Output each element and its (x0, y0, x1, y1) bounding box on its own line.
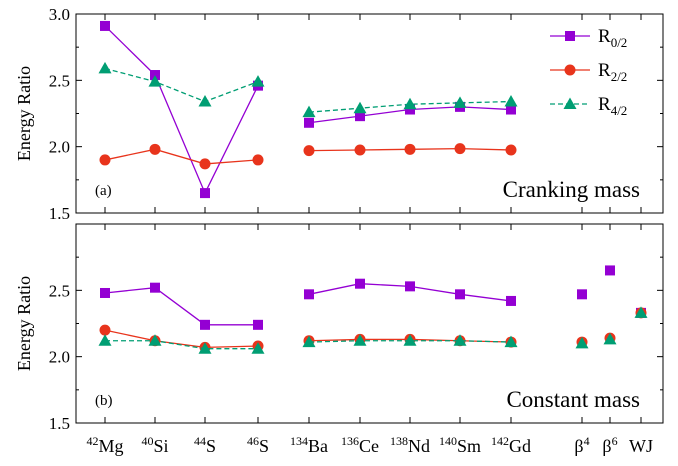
data-point (150, 282, 160, 293)
x-tick-label: 44S (194, 434, 216, 456)
data-point (506, 295, 516, 306)
y-tick-label: 3.0 (49, 5, 70, 24)
series-R0/2 (100, 265, 646, 330)
data-point (200, 319, 210, 330)
data-point (455, 289, 465, 300)
panel-caption: Cranking mass (503, 177, 640, 202)
data-point (99, 324, 111, 336)
x-tick-label: 42Mg (86, 434, 123, 456)
series-line (104, 67, 259, 103)
data-point (148, 75, 162, 87)
data-point (98, 334, 112, 346)
data-point (403, 334, 417, 346)
data-point (453, 334, 467, 346)
legend-label: R4/2 (598, 94, 627, 118)
data-point (603, 332, 617, 345)
data-point (575, 336, 589, 349)
y-tick-label: 2.0 (49, 348, 70, 367)
series-line (104, 25, 259, 195)
data-point (200, 188, 210, 199)
x-tick-label: β4 (574, 434, 589, 456)
data-point (149, 143, 161, 155)
legend-label: R0/2 (598, 26, 627, 50)
y-tick-label: 2.5 (49, 71, 70, 90)
data-point (150, 70, 160, 81)
series-R0/2 (100, 20, 516, 199)
data-point (199, 158, 211, 170)
data-point (403, 97, 417, 110)
data-point (577, 289, 587, 300)
y-axis-label: Energy Ratio (14, 66, 34, 161)
data-point (454, 143, 466, 155)
data-point (251, 75, 265, 87)
panel-tag: (b) (95, 393, 113, 409)
data-point (405, 281, 415, 292)
data-point (405, 104, 415, 115)
data-point (353, 334, 367, 346)
data-point (453, 96, 467, 108)
data-point (304, 289, 314, 300)
panel-a: 1.5 2.0 2.5 3.0 Energy Ratio (a) Cranking mass… (14, 5, 664, 223)
legend-marker (563, 97, 577, 109)
data-point (605, 265, 615, 276)
data-point (504, 335, 518, 348)
legend-label: R2/2 (598, 60, 627, 84)
y-axis-label: Energy Ratio (14, 276, 34, 371)
data-point (354, 144, 366, 156)
series-R2/2 (99, 307, 647, 353)
data-point (100, 287, 110, 298)
data-point (253, 319, 263, 330)
data-point (634, 306, 648, 318)
y-tick-label: 1.5 (49, 414, 70, 433)
x-tick-label: 134Ba (290, 434, 328, 456)
x-tick-label: 40Si (141, 434, 168, 456)
x-tick-label: WJ (629, 436, 653, 456)
data-point (505, 144, 517, 156)
x-tick-label: 142Gd (491, 434, 531, 456)
panel-b: 1.5 2.0 2.5 Energy Ratio (b) Constant mass (14, 223, 664, 433)
data-point (251, 342, 265, 354)
series-R4/2 (98, 61, 518, 118)
legend-marker (565, 31, 575, 41)
panel-caption: Constant mass (506, 387, 640, 412)
data-point (355, 111, 365, 122)
data-point (355, 278, 365, 289)
x-tick-label: 138Nd (390, 434, 430, 456)
data-point (252, 154, 264, 166)
y-tick-label: 1.5 (49, 204, 70, 223)
series-line (104, 329, 259, 349)
data-point (198, 95, 212, 107)
series-line (308, 340, 512, 343)
series-line (308, 100, 512, 113)
data-point (353, 101, 367, 114)
data-point (100, 20, 110, 31)
data-point (98, 61, 112, 74)
x-tick-label: β6 (602, 434, 617, 456)
series-line (105, 340, 258, 350)
data-point (198, 342, 212, 354)
legend-marker (564, 64, 576, 76)
data-point (302, 105, 316, 118)
data-point (302, 335, 316, 348)
series-line (104, 148, 259, 165)
data-point (304, 117, 314, 128)
panel-tag: (a) (95, 183, 112, 199)
data-point (148, 334, 162, 346)
series-line (104, 287, 258, 326)
y-tick-label: 2.0 (49, 138, 70, 157)
x-tick-label: 46S (247, 434, 269, 456)
legend: R0/2 R2/2 R4/2 (550, 26, 627, 118)
series-R2/2 (99, 143, 517, 170)
series-R4/2 (98, 306, 648, 354)
x-tick-label: 140Sm (439, 434, 481, 456)
y-tick-label: 2.5 (49, 281, 70, 300)
data-point (506, 104, 516, 115)
data-point (504, 95, 518, 107)
x-tick-label: 136Ce (341, 434, 379, 456)
data-point (404, 143, 416, 155)
data-point (99, 154, 111, 166)
data-point (303, 145, 315, 157)
